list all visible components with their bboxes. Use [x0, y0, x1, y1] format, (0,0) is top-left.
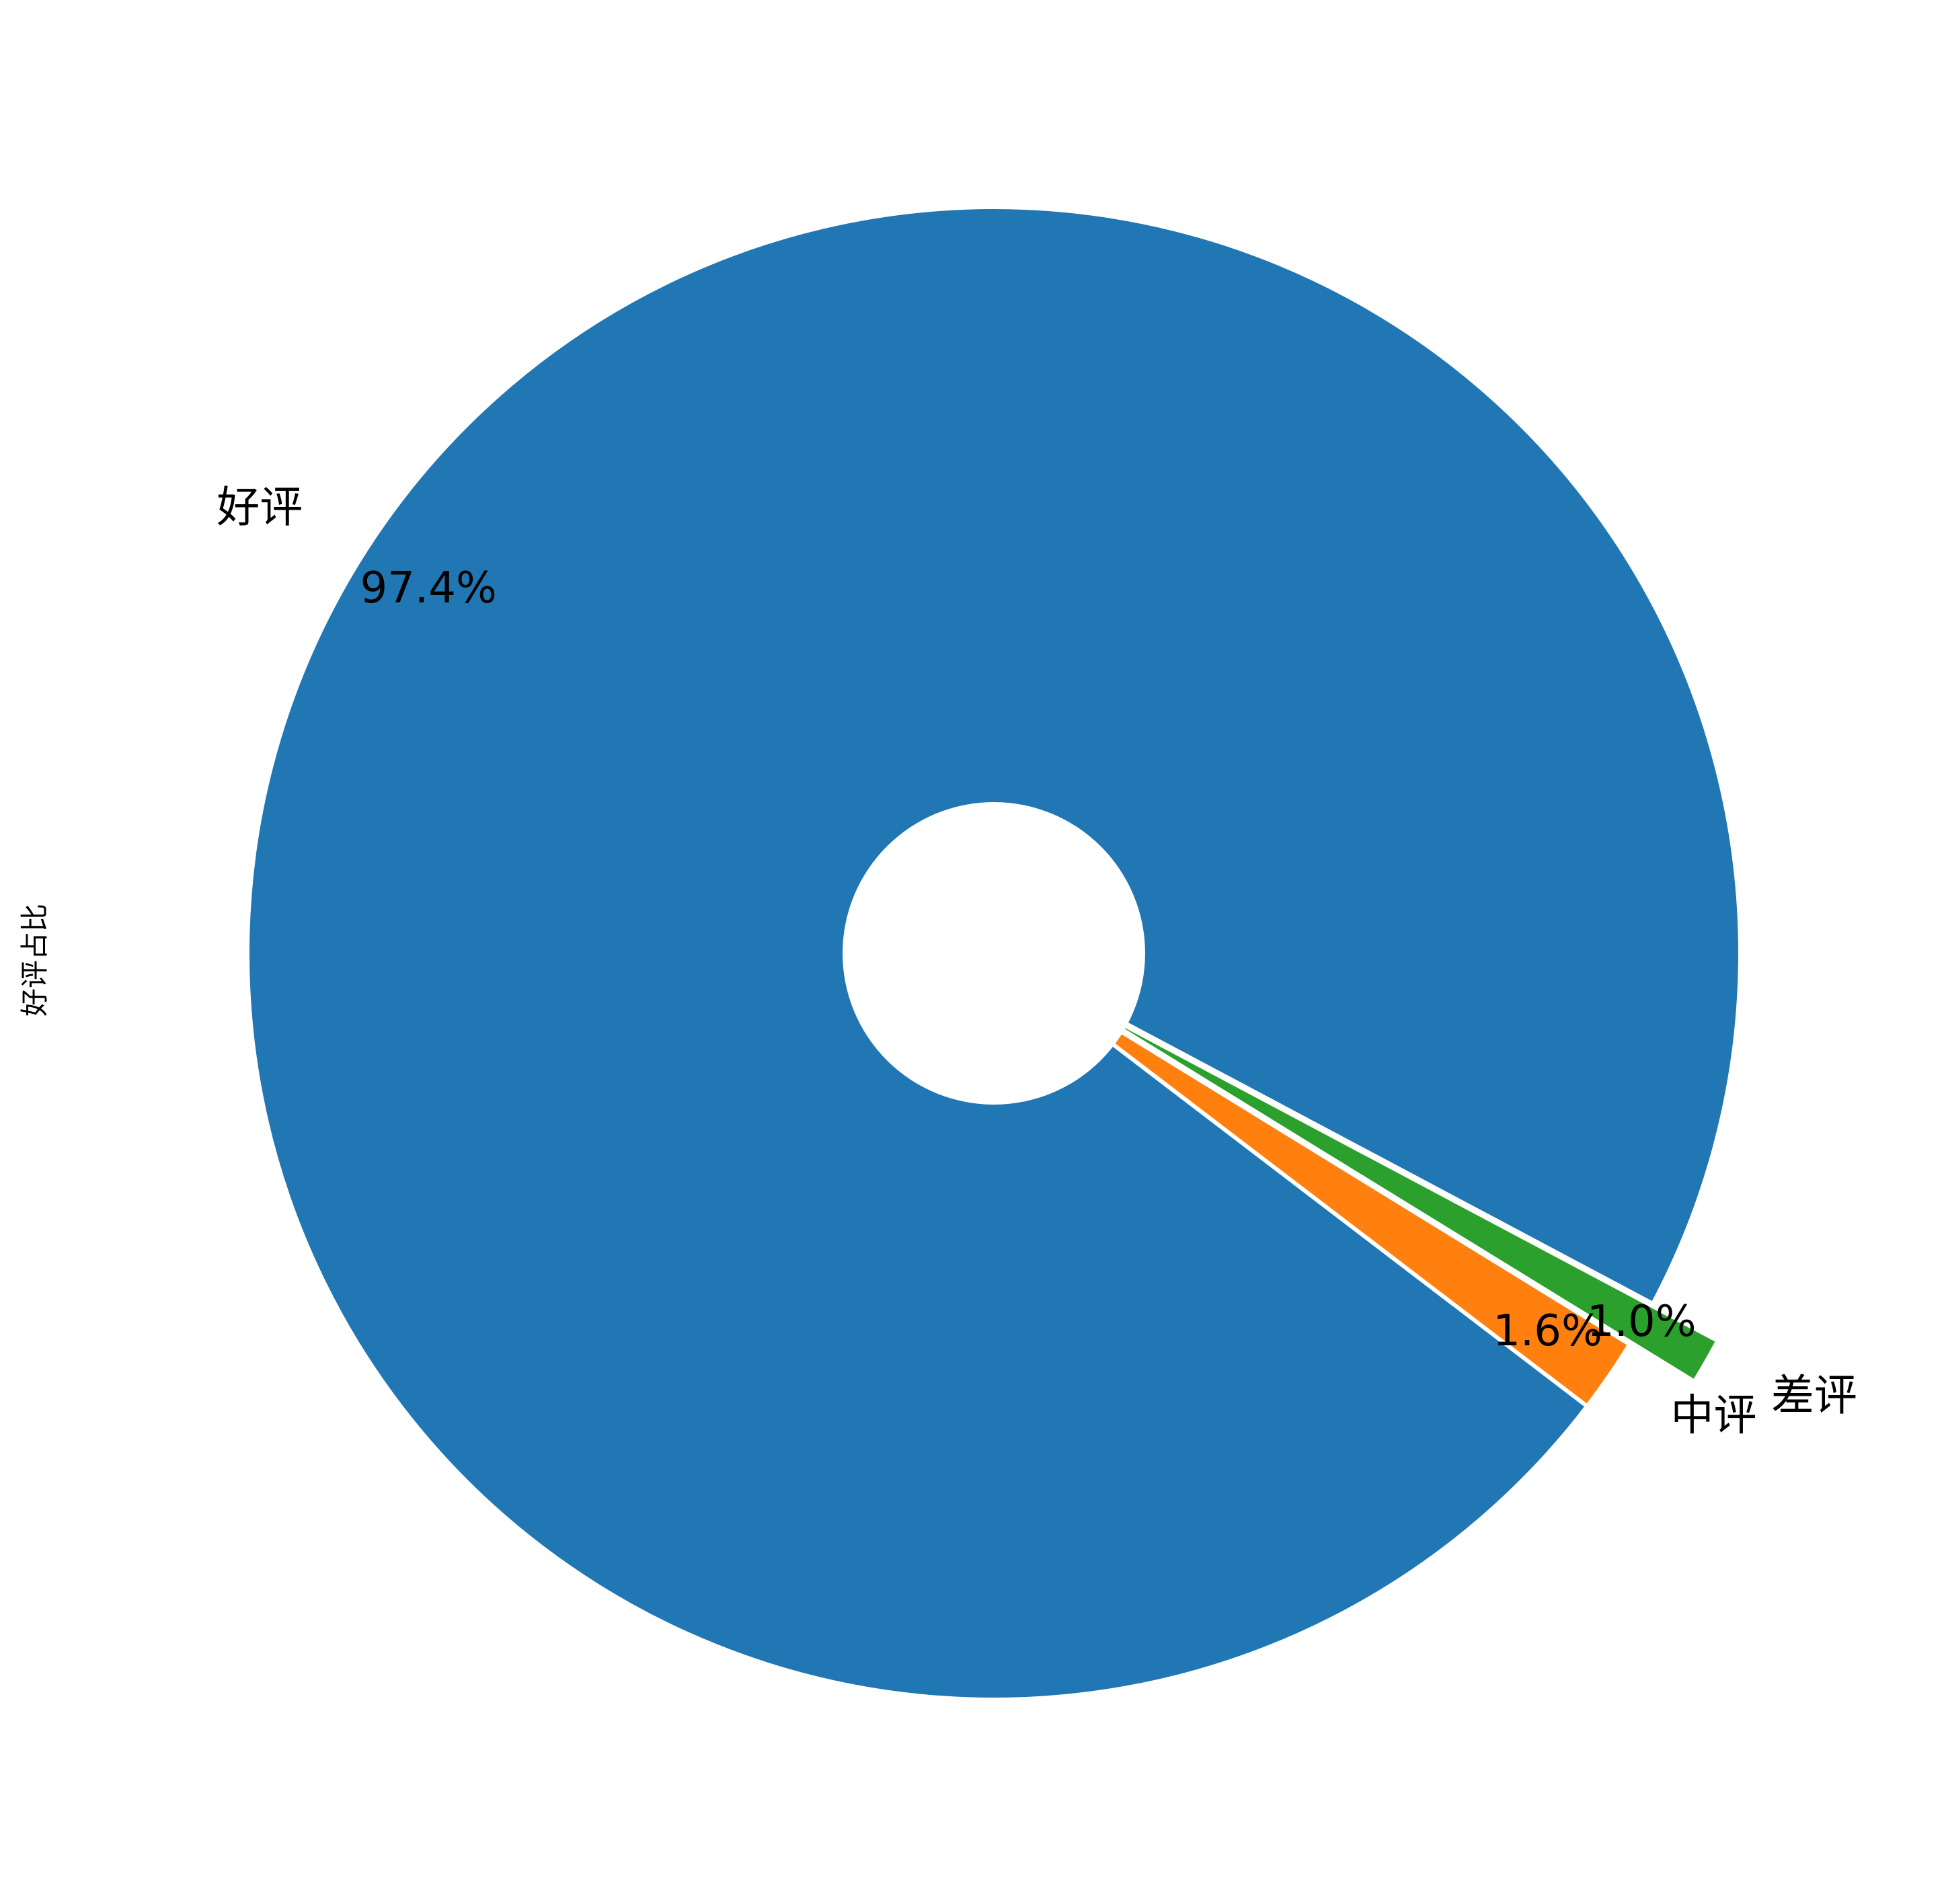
slice-label-0: 好评	[217, 483, 303, 532]
slice-percent-0: 97.4%	[360, 563, 496, 613]
pie-slice-2	[1056, 988, 1720, 1384]
slice-percent-1: 1.6%	[1493, 1306, 1602, 1356]
y-axis-label: 好评占比	[18, 904, 51, 1017]
slice-label-1: 中评	[1670, 1391, 1756, 1441]
pie-labels: 好评 97.4% 中评 1.6% 差评 1.0%	[217, 483, 1857, 1441]
slice-label-2: 差评	[1771, 1372, 1857, 1421]
slice-percent-2: 1.0%	[1587, 1297, 1697, 1347]
donut-hole	[843, 802, 1145, 1105]
pie-slice-1	[992, 951, 1632, 1409]
